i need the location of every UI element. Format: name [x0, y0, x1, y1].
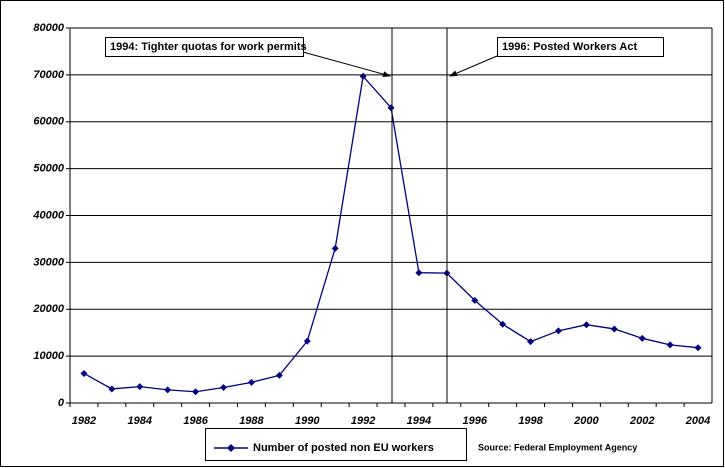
data-point [220, 384, 228, 392]
data-point [331, 244, 339, 252]
x-tick-label: 2002 [629, 415, 654, 427]
annotation: 1996: Posted Workers Act [502, 41, 637, 53]
annotation-arrow [302, 51, 391, 78]
y-tick-label: 60000 [33, 116, 64, 128]
y-tick-label: 80000 [33, 22, 64, 34]
x-tick-label: 1986 [183, 415, 208, 427]
x-tick-label: 1998 [518, 415, 543, 427]
x-tick-label: 1996 [462, 415, 487, 427]
data-point [471, 296, 479, 304]
y-tick-label: 50000 [33, 163, 64, 175]
x-tick-label: 1990 [295, 415, 320, 427]
y-tick-label: 0 [58, 397, 65, 409]
x-tick-label: 2004 [685, 415, 710, 427]
annotation-arrow [449, 55, 498, 77]
x-tick-label: 1994 [407, 415, 431, 427]
y-tick-label: 70000 [33, 69, 64, 81]
annotation-box [105, 37, 304, 57]
data-point [108, 385, 116, 393]
y-tick-label: 10000 [33, 350, 64, 362]
data-point [554, 327, 562, 335]
data-point [610, 325, 618, 333]
data-point [666, 341, 674, 349]
legend-label: Number of posted non EU workers [253, 442, 434, 454]
legend [205, 428, 467, 461]
data-point [694, 344, 702, 352]
x-tick-label: 1988 [239, 415, 264, 427]
x-tick-label: 2000 [573, 415, 599, 427]
data-point [638, 334, 646, 342]
plot-area: 0 10000 20000 30000 40000 50000 60000 70000 8000… [32, 22, 713, 427]
x-tick-label: 1992 [351, 415, 375, 427]
y-tick-label: 30000 [33, 256, 64, 268]
data-point [387, 104, 395, 112]
y-tick-label: 20000 [32, 303, 64, 315]
data-point [303, 337, 311, 345]
source-note: Source: Federal Employment Agency [478, 442, 637, 452]
data-point [582, 321, 590, 329]
data-point [359, 72, 367, 80]
x-tick-label: 1984 [128, 415, 152, 427]
data-point [136, 383, 144, 391]
data-point [415, 269, 423, 277]
annotation-box [497, 37, 664, 57]
x-tick-label: 1982 [72, 415, 96, 427]
legend-marker [227, 444, 235, 452]
data-point [247, 378, 255, 386]
data-point [80, 369, 88, 377]
y-tick-label: 40000 [32, 209, 64, 221]
data-point [275, 371, 283, 379]
data-point [527, 338, 535, 346]
annotation: 1994: Tighter quotas for work permits [110, 41, 307, 53]
data-point [192, 388, 200, 396]
data-point [499, 320, 507, 328]
data-point [164, 386, 172, 394]
